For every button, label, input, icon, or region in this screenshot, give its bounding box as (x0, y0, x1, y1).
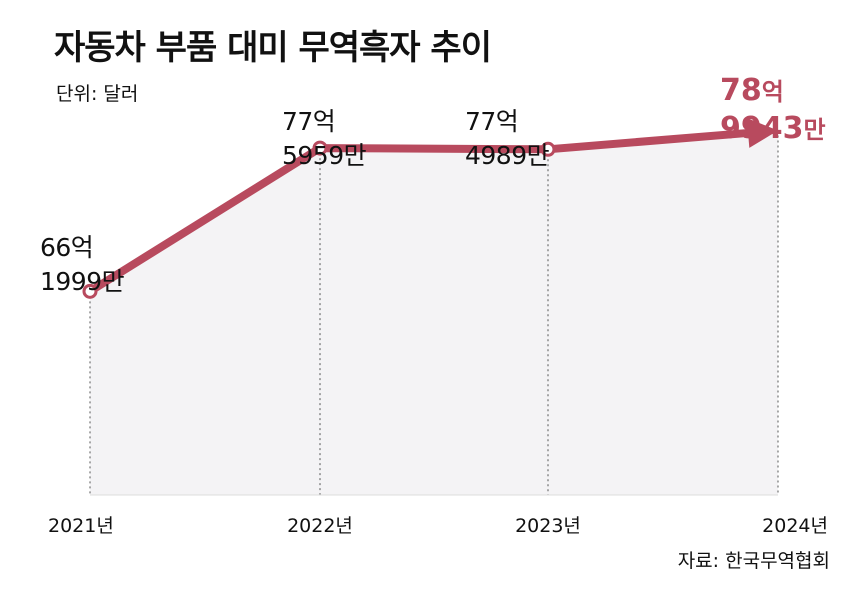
chart-title: 자동차 부품 대미 무역흑자 추이 (54, 28, 492, 68)
data-label-2024-line1-number: 78 (720, 73, 762, 108)
data-label-2022-line1: 77억 (282, 107, 335, 136)
source-label: 자료: 한국무역협회 (677, 550, 830, 572)
data-point-2022년 (312, 140, 328, 156)
x-tick-label: 2022년 (287, 515, 353, 537)
x-tick-label: 2021년 (48, 515, 114, 537)
arrow-head (746, 117, 778, 148)
unit-label: 단위: 달러 (56, 83, 139, 105)
data-point-2023년 (540, 141, 556, 157)
data-label-2021-line1: 66억 (40, 233, 93, 262)
area-fill (90, 130, 778, 495)
data-label-2021-line2: 1999만 (40, 267, 125, 296)
data-label-2022-line2: 5959만 (282, 141, 367, 170)
x-tick-label: 2024년 (762, 515, 828, 537)
data-label-2023-line2: 4989만 (465, 141, 550, 170)
x-tick-label: 2023년 (515, 515, 581, 537)
data-label-2024-line2-number: 9943 (720, 111, 804, 146)
data-point-2021년 (82, 283, 98, 299)
series-line (86, 128, 753, 296)
data-label-2024-line2: 9943만 (720, 111, 826, 146)
data-label-2024-line1: 78억 (720, 73, 784, 108)
data-label-2024-line1-unit: 억 (762, 78, 784, 106)
data-label-2023-line1: 77억 (465, 107, 518, 136)
data-label-2024-line2-unit: 만 (804, 116, 826, 144)
